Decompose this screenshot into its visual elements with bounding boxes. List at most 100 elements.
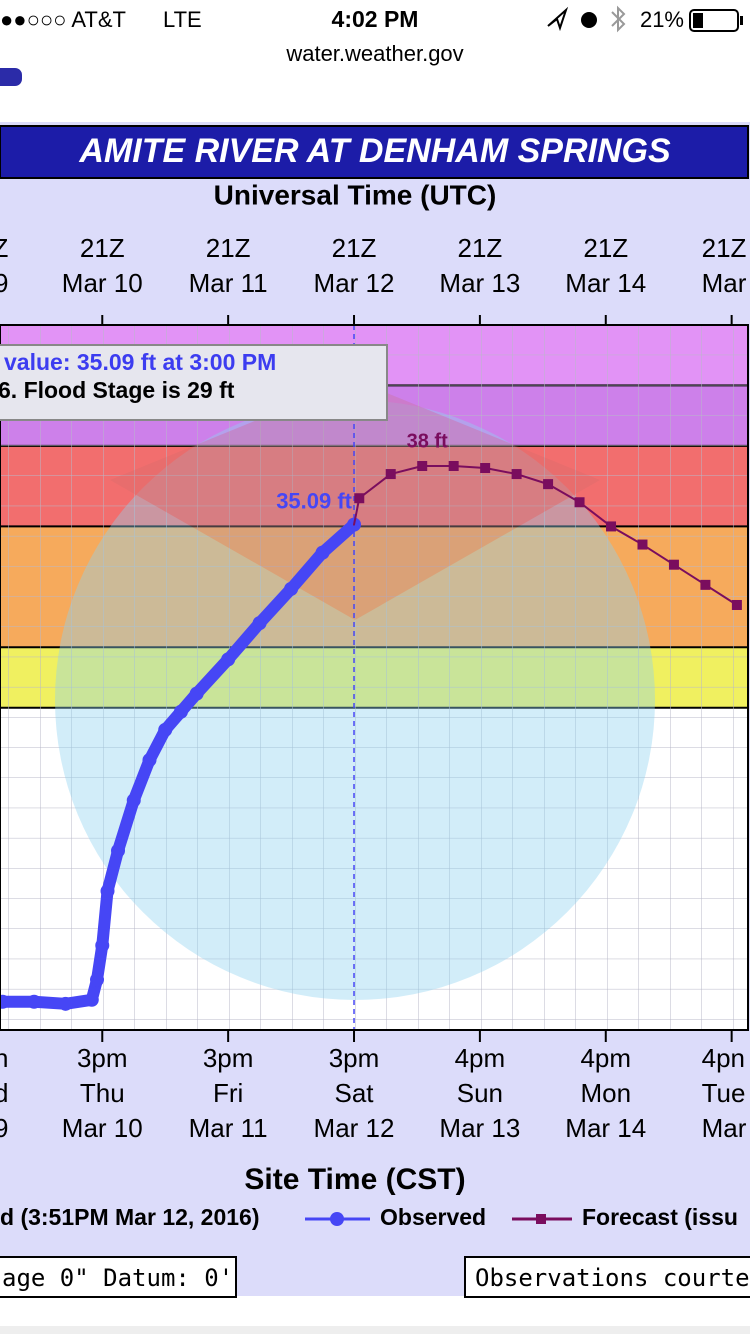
observed-point (173, 704, 188, 719)
observed-point (284, 581, 299, 596)
observed-point (158, 722, 173, 737)
credit: Observations courte (475, 1264, 750, 1292)
network: LTE (163, 7, 202, 32)
x-tick-label: Fri (213, 1078, 243, 1108)
annotation-flood-stage: 6. Flood Stage is 29 ft (0, 377, 235, 403)
forecast-point (637, 539, 648, 550)
x-tick-label: 4pm (455, 1043, 506, 1073)
top-tick-label: Z (0, 233, 9, 263)
observed-point (315, 545, 330, 560)
location-icon (547, 6, 569, 32)
x-tick-label: Mar 14 (565, 1113, 646, 1143)
forecast-point (668, 559, 679, 570)
observed-point (100, 884, 115, 899)
forecast-point (574, 497, 585, 508)
top-tick-label: 21Z (206, 233, 251, 263)
forecast-point (354, 493, 365, 504)
x-tick-label: 3pm (203, 1043, 254, 1073)
bottom-edge (0, 1326, 750, 1334)
battery-tip (740, 16, 743, 25)
forecast-point (417, 461, 428, 471)
x-tick-label: Thu (80, 1078, 125, 1108)
forecast-point (606, 521, 617, 532)
annotation-value: value: 35.09 ft at 3:00 PM (4, 349, 276, 375)
forecast-point (700, 579, 711, 590)
current-value-label: 35.09 ft (276, 488, 352, 513)
legend-label: Forecast (issu (582, 1204, 738, 1230)
subtitle: Universal Time (UTC) (214, 179, 497, 210)
x-tick-label: Mar 1 (702, 1113, 750, 1143)
legend-marker (330, 1212, 344, 1226)
observed-point (189, 686, 204, 701)
observed-point (58, 996, 73, 1011)
url[interactable]: water.weather.gov (285, 41, 463, 66)
top-tick-label: 21Z (80, 233, 125, 263)
credit-box (464, 1256, 750, 1298)
datum-box (0, 1256, 237, 1298)
observed-point (84, 992, 99, 1007)
battery-fill (693, 13, 703, 28)
x-tick-label: 4pn (702, 1043, 745, 1073)
top-tick-label: 21Z (457, 233, 502, 263)
forecast-point (448, 461, 459, 471)
battery-level: 21% (640, 7, 684, 32)
observed-point (142, 753, 157, 768)
forecast-point (543, 479, 554, 490)
x-tick-label: 3pm (329, 1043, 380, 1073)
plot: 35.09 ft 38 ft (0, 325, 742, 1030)
x-tick-label: 9 (0, 1113, 8, 1143)
top-tick-label: 21Z (583, 233, 628, 263)
legend-prefix: d (3:51PM Mar 12, 2016) (0, 1204, 260, 1230)
x-tick-label: Tue (702, 1078, 746, 1108)
x-tick-label: n (0, 1043, 8, 1073)
observed-point (126, 793, 141, 808)
top-tick-label: 21Z (702, 233, 747, 263)
forecast-point (480, 463, 491, 474)
watermark (55, 380, 655, 1000)
forecast-point (385, 469, 396, 480)
tab-indicator (0, 68, 22, 86)
annotation-box (0, 344, 388, 421)
forecast-point (731, 599, 742, 610)
observed-point (0, 994, 10, 1009)
status-bar (0, 0, 750, 80)
top-tick-label: Mar 11 (189, 268, 268, 298)
x-axis-label: Site Time (CST) (244, 1163, 465, 1196)
legend: d (3:51PM Mar 12, 2016) Observed Forecast… (0, 1204, 738, 1230)
x-tick-label: Mar 10 (62, 1113, 143, 1143)
x-tick-label: d (0, 1078, 8, 1108)
battery-icon (689, 9, 739, 32)
peak-label: 38 ft (407, 430, 448, 452)
observed-point (95, 938, 110, 953)
datum: age 0" Datum: 0' (2, 1264, 233, 1292)
x-tick-label: Sat (335, 1078, 375, 1108)
top-tick-label: Mar 14 (565, 268, 646, 298)
alarm-icon (581, 12, 597, 28)
forecast-line (353, 465, 738, 606)
legend-marker (536, 1214, 546, 1224)
x-tick-label: Mar 11 (189, 1113, 268, 1143)
top-tick-label: Mar 1 (702, 268, 750, 298)
top-tick-label: Mar 10 (62, 268, 143, 298)
x-tick-label: 4pm (580, 1043, 631, 1073)
observed-point (111, 843, 126, 858)
observed-point (252, 616, 267, 631)
x-tick-label: Sun (457, 1078, 503, 1108)
grid (0, 325, 748, 1030)
chart-title: AMITE RIVER AT DENHAM SPRINGS (78, 132, 671, 170)
forecast-point (511, 469, 522, 480)
x-tick-label: Mon (580, 1078, 631, 1108)
top-tick-label: 21Z (332, 233, 377, 263)
plot-border (0, 324, 749, 1031)
observed-point (221, 652, 236, 667)
x-tick-label: Mar 12 (314, 1113, 395, 1143)
bluetooth-icon (611, 5, 626, 33)
top-tick-label: Mar 13 (439, 268, 520, 298)
top-tick-label: 9 (0, 268, 8, 298)
observed-point (27, 994, 42, 1009)
x-tick-label: 3pm (77, 1043, 128, 1073)
title-bar (0, 125, 749, 179)
top-tick-label: Mar 12 (314, 268, 395, 298)
